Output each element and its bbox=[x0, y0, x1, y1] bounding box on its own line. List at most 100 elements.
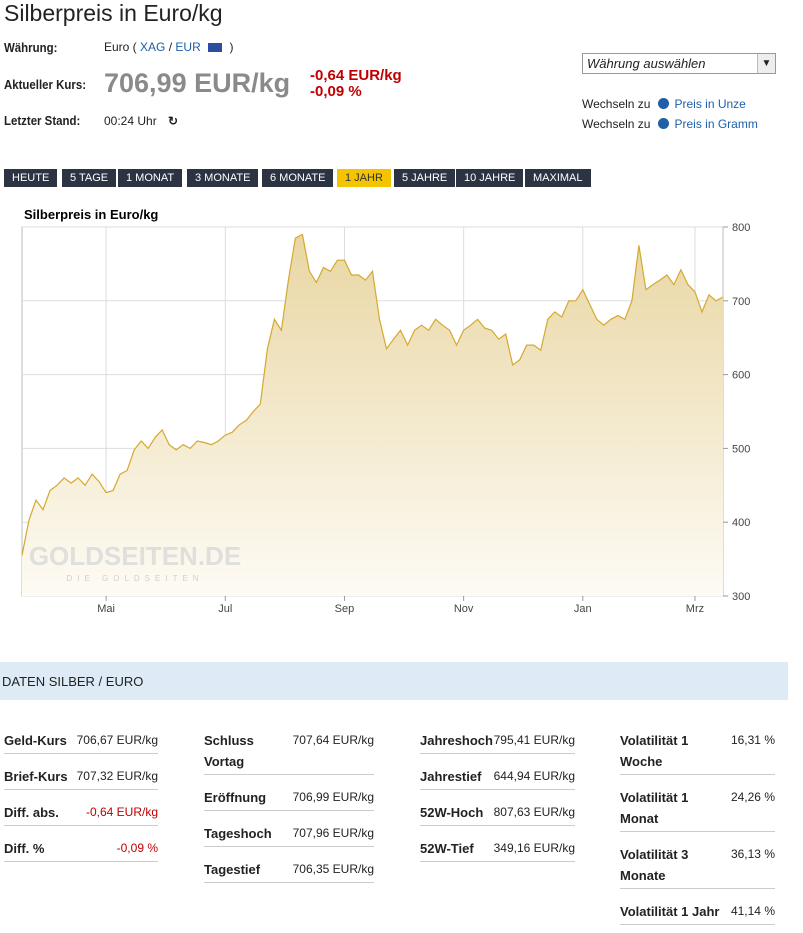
y-tick-label: 300 bbox=[732, 591, 750, 603]
x-tick-label: Jul bbox=[218, 603, 232, 615]
switch-link[interactable]: Preis in Gramm bbox=[674, 117, 758, 131]
x-tick-label: Mrz bbox=[686, 603, 704, 615]
tab[interactable]: 5 JAHRE bbox=[394, 169, 456, 187]
row-value: 36,13 % bbox=[730, 847, 775, 861]
tab[interactable]: 1 MONAT bbox=[118, 169, 183, 187]
table-row: Brief-Kurs 707,32 EUR/kg bbox=[4, 762, 158, 790]
row-label: 52W-Hoch bbox=[420, 805, 484, 820]
table-row: Diff. % -0,09 % bbox=[4, 834, 158, 862]
currency-line: Euro ( XAG / EUR ) bbox=[104, 40, 233, 54]
table-column: Volatilität 1 Woche 16,31 % Volatilität 1 … bbox=[620, 726, 775, 933]
row-label: Diff. abs. bbox=[4, 805, 59, 820]
price-change: -0,64 EUR/kg -0,09 % bbox=[310, 68, 402, 100]
row-label: Volatilität 1 Woche bbox=[620, 733, 689, 769]
row-label: Volatilität 1 Jahr bbox=[620, 904, 720, 919]
x-tick-label: Mai bbox=[97, 603, 115, 615]
row-label: Volatilität 1 Monat bbox=[620, 790, 689, 826]
table-row: Tagestief 706,35 EUR/kg bbox=[204, 855, 374, 883]
refresh-icon[interactable]: ↻ bbox=[168, 114, 179, 128]
row-label: Eröffnung bbox=[204, 790, 267, 805]
switch-row: Wechseln zu Preis in Gramm bbox=[582, 114, 758, 134]
stand-label: Letzter Stand: bbox=[4, 113, 81, 128]
tab[interactable]: MAXIMAL bbox=[525, 169, 591, 187]
table-row: Eröffnung 706,99 EUR/kg bbox=[204, 783, 374, 811]
price-value: 706,99 EUR/kg bbox=[104, 68, 291, 98]
price-line bbox=[21, 233, 724, 556]
switch-row: Wechseln zu Preis in Unze bbox=[582, 94, 758, 114]
row-value: -0,64 EUR/kg bbox=[85, 805, 158, 819]
table-row: Volatilität 1 Woche 16,31 % bbox=[620, 726, 775, 775]
currency-link[interactable]: XAG bbox=[140, 40, 166, 54]
currency-label: Währung: bbox=[4, 40, 58, 55]
change-abs: -0,64 EUR/kg bbox=[310, 67, 402, 84]
table-row: Volatilität 3 Monate 36,13 % bbox=[620, 840, 775, 889]
table-row: 52W-Tief 349,16 EUR/kg bbox=[420, 834, 575, 862]
row-label: Brief-Kurs bbox=[4, 769, 68, 784]
table-column: Jahreshoch 795,41 EUR/kg Jahrestief 644,94 … bbox=[420, 726, 575, 870]
area-fill bbox=[22, 234, 723, 596]
tab[interactable]: 3 MONATE bbox=[187, 169, 259, 187]
row-value: 795,41 EUR/kg bbox=[493, 733, 575, 747]
select-arrow: ▼ bbox=[757, 54, 775, 73]
page-title: Silberpreis in Euro/kg bbox=[4, 0, 223, 26]
y-tick-label: 800 bbox=[732, 222, 750, 234]
section-title: DATEN SILBER / EURO bbox=[2, 674, 144, 689]
row-value: 707,96 EUR/kg bbox=[292, 826, 374, 840]
select-text: Währung auswählen bbox=[587, 56, 706, 71]
row-label: Jahreshoch bbox=[420, 733, 493, 748]
currency-sep: / bbox=[168, 40, 173, 54]
x-tick-label: Sep bbox=[335, 603, 355, 615]
switch-icon bbox=[658, 118, 670, 129]
currency-end: ) bbox=[229, 40, 234, 54]
y-tick-label: 400 bbox=[732, 517, 750, 529]
row-label: Diff. % bbox=[4, 841, 45, 856]
row-value: 706,99 EUR/kg bbox=[292, 790, 374, 804]
tab[interactable]: 1 JAHR bbox=[337, 169, 391, 187]
row-value: 807,63 EUR/kg bbox=[493, 805, 575, 819]
tab[interactable]: 10 JAHRE bbox=[456, 169, 524, 187]
switch-links: Wechseln zu Preis in Unze Wechseln zu Preis… bbox=[582, 94, 758, 134]
row-label: Geld-Kurs bbox=[4, 733, 67, 748]
x-tick-label: Jan bbox=[574, 603, 592, 615]
change-pct: -0,09 % bbox=[310, 83, 362, 100]
y-tick-label: 500 bbox=[732, 443, 750, 455]
table-row: Volatilität 1 Jahr 41,14 % bbox=[620, 897, 775, 925]
tab[interactable]: 5 TAGE bbox=[62, 169, 117, 187]
row-value: 24,26 % bbox=[730, 790, 775, 804]
switch-text: Wechseln zu bbox=[582, 117, 651, 131]
flag-icon bbox=[208, 43, 223, 53]
price-label: Aktueller Kurs: bbox=[4, 77, 87, 92]
currency-text: Euro ( bbox=[104, 40, 137, 54]
table-row: Schluss Vortag 707,64 EUR/kg bbox=[204, 726, 374, 775]
table-row: 52W-Hoch 807,63 EUR/kg bbox=[420, 798, 575, 826]
table-row: Geld-Kurs 706,67 EUR/kg bbox=[4, 726, 158, 754]
row-value: 41,14 % bbox=[730, 904, 775, 918]
chart-title: Silberpreis in Euro/kg bbox=[24, 207, 158, 222]
table-column: Schluss Vortag 707,64 EUR/kg Eröffnung 706,… bbox=[204, 726, 374, 891]
tab[interactable]: HEUTE bbox=[4, 169, 58, 187]
section-header: DATEN SILBER / EURO bbox=[0, 662, 788, 700]
table-row: Jahrestief 644,94 EUR/kg bbox=[420, 762, 575, 790]
y-tick-label: 600 bbox=[732, 370, 750, 382]
table-column: Geld-Kurs 706,67 EUR/kg Brief-Kurs 707,32 E… bbox=[4, 726, 158, 870]
table-row: Tageshoch 707,96 EUR/kg bbox=[204, 819, 374, 847]
y-tick-label: 700 bbox=[732, 296, 750, 308]
tab[interactable]: 6 MONATE bbox=[262, 169, 334, 187]
currency-link[interactable]: EUR bbox=[175, 40, 201, 54]
row-value: -0,09 % bbox=[116, 841, 158, 855]
table-row: Jahreshoch 795,41 EUR/kg bbox=[420, 726, 575, 754]
row-label: Tageshoch bbox=[204, 826, 272, 841]
row-value: 349,16 EUR/kg bbox=[493, 841, 575, 855]
table-row: Diff. abs. -0,64 EUR/kg bbox=[4, 798, 158, 826]
switch-icon bbox=[658, 98, 670, 109]
row-label: Schluss Vortag bbox=[204, 733, 254, 769]
switch-link[interactable]: Preis in Unze bbox=[674, 97, 746, 111]
switch-text: Wechseln zu bbox=[582, 97, 651, 111]
row-label: 52W-Tief bbox=[420, 841, 474, 856]
watermark: GOLDSEITEN.DE bbox=[29, 541, 241, 571]
row-value: 707,64 EUR/kg bbox=[292, 733, 374, 747]
currency-select[interactable]: Währung auswählen ▼ bbox=[582, 53, 776, 74]
row-value: 706,67 EUR/kg bbox=[76, 733, 158, 747]
row-value: 16,31 % bbox=[730, 733, 775, 747]
row-label: Volatilität 3 Monate bbox=[620, 847, 689, 883]
